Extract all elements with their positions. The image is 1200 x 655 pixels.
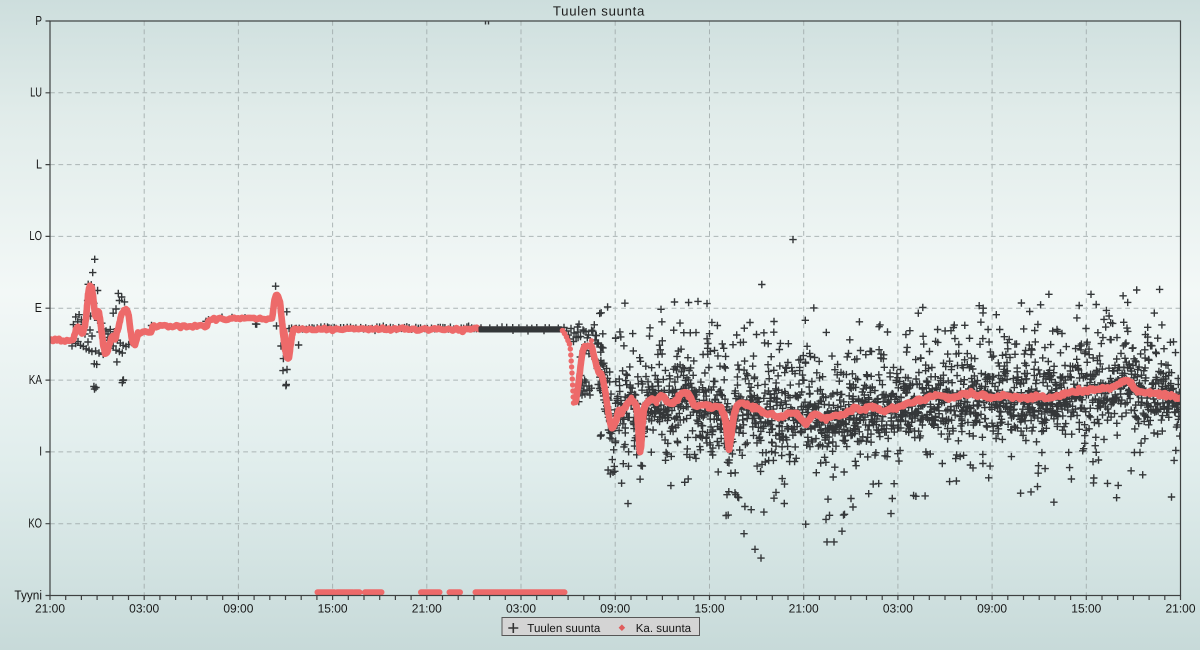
svg-text:P: P (35, 13, 42, 28)
svg-text:LO: LO (29, 228, 42, 243)
svg-text:09:00: 09:00 (600, 602, 630, 616)
svg-text:Tyyni: Tyyni (14, 587, 42, 602)
svg-text:21:00: 21:00 (789, 602, 819, 616)
svg-text:KA: KA (29, 372, 42, 387)
svg-text:Tuulen suunta: Tuulen suunta (553, 4, 645, 19)
svg-text:KO: KO (28, 516, 42, 531)
svg-text:Tuulen suunta: Tuulen suunta (527, 622, 601, 635)
svg-text:03:00: 03:00 (883, 602, 913, 616)
svg-text:Ka. suunta: Ka. suunta (636, 622, 692, 635)
svg-text:15:00: 15:00 (694, 602, 724, 616)
svg-text:03:00: 03:00 (506, 602, 536, 616)
svg-text:09:00: 09:00 (223, 602, 253, 616)
svg-text:21:00: 21:00 (35, 602, 65, 616)
svg-text:21:00: 21:00 (412, 602, 442, 616)
svg-text:15:00: 15:00 (318, 602, 348, 616)
svg-text:21:00: 21:00 (1165, 602, 1195, 616)
svg-text:LU: LU (30, 85, 42, 100)
svg-text:03:00: 03:00 (129, 602, 159, 616)
svg-text:L: L (36, 156, 42, 171)
svg-text:E: E (35, 300, 42, 315)
svg-text:15:00: 15:00 (1071, 602, 1101, 616)
svg-text:09:00: 09:00 (977, 602, 1007, 616)
svg-text:I: I (39, 444, 42, 459)
